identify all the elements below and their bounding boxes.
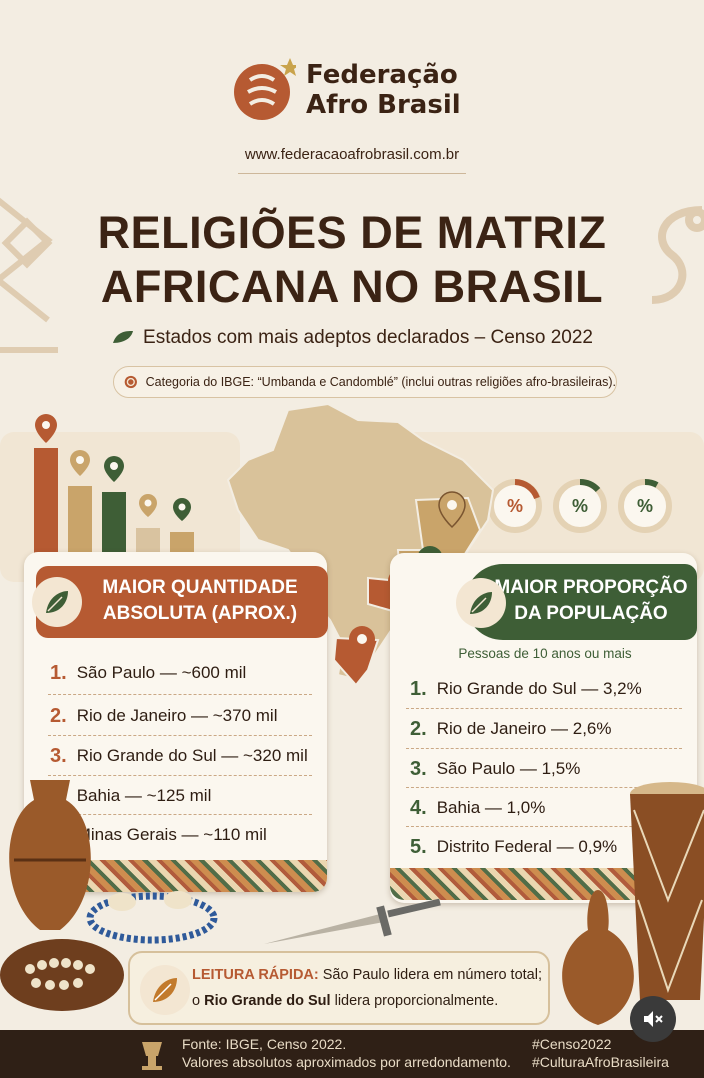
reading-line2-text: lidera proporcionalmente. bbox=[330, 993, 499, 1009]
rank-number: 1. bbox=[50, 661, 67, 684]
list-item: 5. Distrito Federal — 0,9% bbox=[410, 828, 617, 866]
gourd-icon bbox=[562, 890, 634, 1025]
subtitle: Estados com mais adeptos declarados – Ce… bbox=[0, 327, 704, 349]
rank-number: 3. bbox=[50, 744, 67, 767]
rank-number: 2. bbox=[410, 717, 427, 740]
reading-line1: LEITURA RÁPIDA: São Paulo lidera em núme… bbox=[192, 967, 542, 983]
rank-number: 5. bbox=[410, 835, 427, 858]
item-text: Rio Grande do Sul — ~320 mil bbox=[76, 746, 308, 765]
absolute-header-line2: ABSOLUTA (APROX.) bbox=[102, 603, 298, 624]
item-text: São Paulo — 1,5% bbox=[436, 759, 581, 778]
quick-reading-box: LEITURA RÁPIDA: São Paulo lidera em núme… bbox=[128, 951, 550, 1025]
adinkra-motif-left-icon bbox=[0, 197, 58, 353]
divider bbox=[238, 173, 466, 174]
divider bbox=[48, 814, 312, 815]
source-note: Valores absolutos aproximados por arredo… bbox=[182, 1054, 511, 1070]
source-line: Fonte: IBGE, Censo 2022. bbox=[182, 1036, 346, 1052]
list-item: 2. Rio de Janeiro — 2,6% bbox=[410, 710, 612, 748]
proportion-subheader: Pessoas de 10 anos ou mais bbox=[458, 646, 632, 661]
rank-number: 4. bbox=[410, 796, 427, 819]
hashtag[interactable]: #CulturaAfroBrasileira bbox=[532, 1054, 669, 1070]
divider bbox=[406, 787, 682, 788]
rank-number: 2. bbox=[50, 704, 67, 727]
reading-line2-prefix: o bbox=[192, 993, 205, 1009]
proportion-header-line2: DA POPULAÇÃO bbox=[514, 603, 668, 624]
brand-name-line1: Federação bbox=[306, 60, 458, 90]
reading-label: LEITURA RÁPIDA: bbox=[192, 967, 319, 983]
star-icon bbox=[280, 58, 296, 76]
lamp-icon bbox=[142, 1042, 162, 1070]
bead-bowl-icon bbox=[0, 939, 124, 1011]
source-label: Fonte: bbox=[182, 1036, 222, 1052]
mute-icon bbox=[644, 1011, 663, 1027]
subtitle-text: Estados com mais adeptos declarados – Ce… bbox=[143, 327, 593, 348]
rank-number: 1. bbox=[410, 677, 427, 700]
bar-graphic bbox=[34, 414, 194, 555]
source-text: IBGE, Censo 2022. bbox=[221, 1036, 347, 1052]
list-item: 2. Rio de Janeiro — ~370 mil bbox=[50, 697, 277, 735]
list-item: 1. São Paulo — ~600 mil bbox=[50, 654, 246, 692]
leaf-icon bbox=[113, 331, 134, 343]
percent-symbol: % bbox=[637, 496, 653, 516]
list-item: 3. São Paulo — 1,5% bbox=[410, 750, 580, 788]
reading-line1-text: São Paulo lidera em número total; bbox=[318, 967, 542, 983]
divider bbox=[48, 735, 312, 736]
item-text: São Paulo — ~600 mil bbox=[76, 663, 247, 682]
item-text: Rio de Janeiro — 2,6% bbox=[436, 719, 612, 738]
proportion-ranking-header: MAIOR PROPORÇÃO DA POPULAÇÃO bbox=[465, 564, 697, 640]
leaf-icon bbox=[32, 577, 82, 627]
rank-number: 3. bbox=[410, 757, 427, 780]
item-text: Rio Grande do Sul — 3,2% bbox=[436, 679, 642, 698]
percent-symbol: % bbox=[507, 496, 523, 516]
ibge-note-text: Categoria do IBGE: “Umbanda e Candomblé”… bbox=[145, 375, 616, 389]
adinkra-motif-right-icon bbox=[651, 206, 704, 304]
percent-ring-3: % bbox=[618, 479, 672, 533]
dagger-icon bbox=[264, 898, 441, 944]
ibge-note: Categoria do IBGE: “Umbanda e Candomblé”… bbox=[113, 366, 617, 398]
list-item: 4. Bahia — 1,0% bbox=[410, 789, 545, 827]
item-text: Minas Gerais — ~110 mil bbox=[76, 825, 267, 844]
divider bbox=[406, 826, 682, 827]
leaf-icon bbox=[456, 578, 506, 628]
ibge-seal-icon bbox=[124, 375, 137, 389]
percent-ring-2: % bbox=[553, 478, 607, 533]
item-text: Rio de Janeiro — ~370 mil bbox=[76, 706, 278, 725]
item-text: Distrito Federal — 0,9% bbox=[436, 837, 618, 856]
leaf-icon bbox=[140, 965, 190, 1015]
percent-symbol: % bbox=[572, 496, 588, 516]
title-line1: RELIGIÕES DE MATRIZ bbox=[97, 207, 607, 258]
website-link[interactable]: www.federacaoafrobrasil.com.br bbox=[244, 146, 460, 163]
mute-button[interactable] bbox=[630, 996, 676, 1042]
drum-icon bbox=[630, 782, 704, 1000]
hashtag[interactable]: #Censo2022 bbox=[532, 1036, 612, 1052]
beaded-necklace-icon bbox=[86, 891, 218, 944]
clay-pot-icon bbox=[9, 780, 91, 930]
list-item: 1. Rio Grande do Sul — 3,2% bbox=[410, 670, 642, 708]
item-text: Bahia — ~125 mil bbox=[76, 786, 212, 805]
item-text: Bahia — 1,0% bbox=[436, 798, 546, 817]
brand-logo[interactable]: Federação Afro Brasil bbox=[232, 56, 482, 132]
divider bbox=[48, 694, 312, 695]
map-pin-icon bbox=[35, 414, 191, 521]
reading-line2-bold: Rio Grande do Sul bbox=[204, 993, 331, 1009]
title-line2: AFRICANA NO BRASIL bbox=[100, 261, 604, 312]
list-item: 3. Rio Grande do Sul — ~320 mil bbox=[50, 737, 308, 775]
page-title: RELIGIÕES DE MATRIZ AFRICANA NO BRASIL bbox=[0, 206, 704, 314]
footer: Fonte: IBGE, Censo 2022. Valores absolut… bbox=[0, 1030, 704, 1078]
absolute-ranking-header: MAIOR QUANTIDADE ABSOLUTA (APROX.) bbox=[32, 566, 328, 638]
sankofa-logo-icon bbox=[234, 58, 296, 120]
absolute-header-line1: MAIOR QUANTIDADE bbox=[102, 577, 298, 598]
divider bbox=[48, 775, 312, 776]
proportion-header-line1: MAIOR PROPORÇÃO bbox=[494, 577, 688, 598]
divider bbox=[406, 708, 682, 709]
reading-line2: o Rio Grande do Sul lidera proporcionalm… bbox=[192, 993, 498, 1009]
divider bbox=[406, 748, 682, 749]
brand-name: Federação Afro Brasil bbox=[306, 60, 461, 120]
brand-name-line2: Afro Brasil bbox=[306, 90, 461, 120]
